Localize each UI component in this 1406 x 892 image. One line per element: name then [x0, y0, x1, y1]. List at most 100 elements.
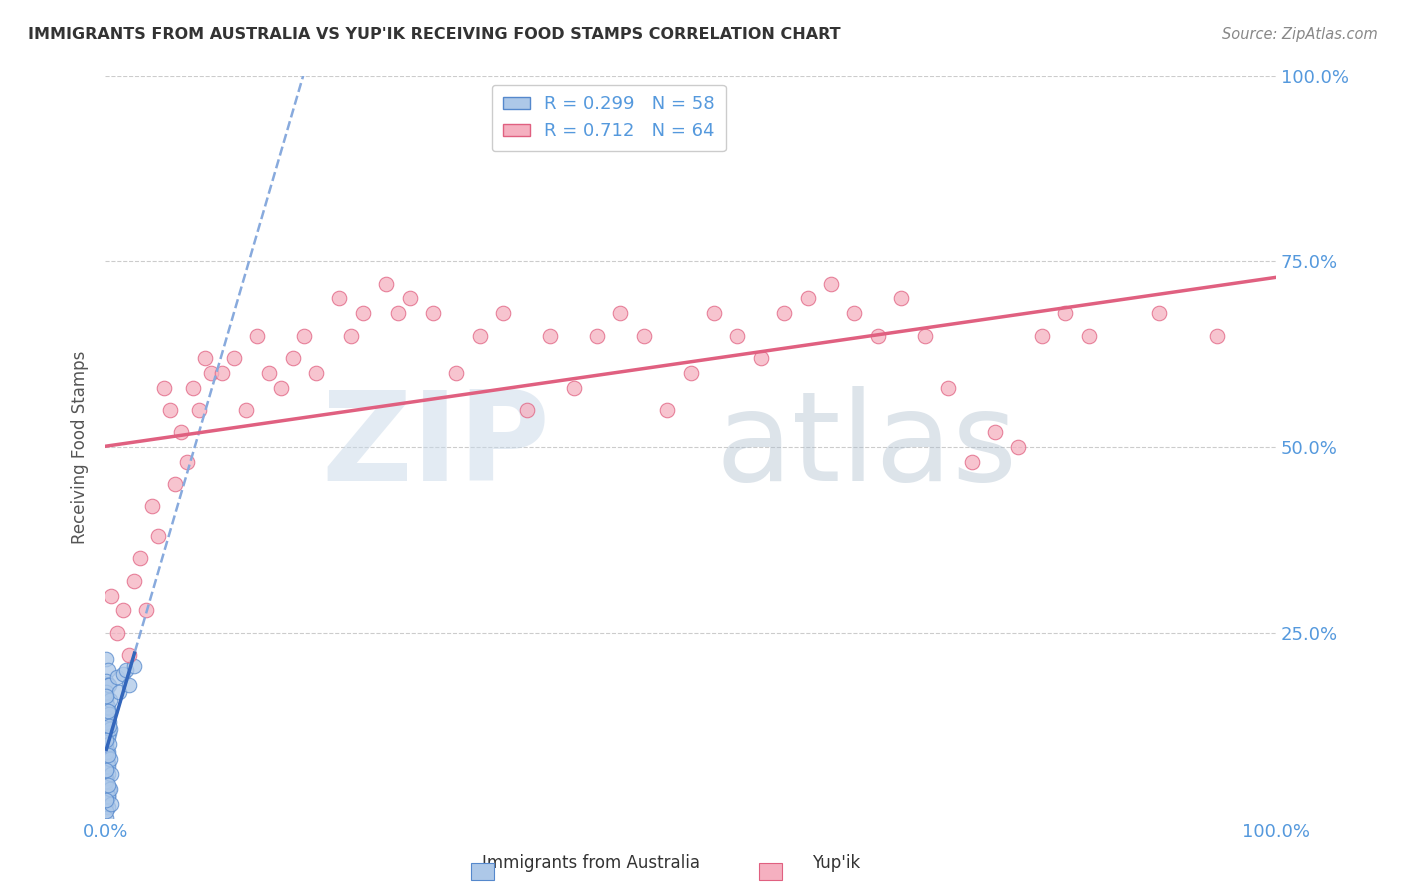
Point [170, 425, 193, 439]
Point [96, 785, 118, 799]
Point [96, 685, 118, 699]
Point [96, 737, 118, 751]
Point [422, 306, 444, 320]
Point [96, 763, 118, 777]
Point [159, 402, 181, 417]
Point [96, 714, 118, 729]
Point [135, 603, 157, 617]
Point [105, 670, 128, 684]
Point [609, 306, 631, 320]
Point [105, 625, 128, 640]
Point [97, 737, 120, 751]
Point [446, 366, 468, 380]
Point [176, 455, 198, 469]
Text: Immigrants from Australia: Immigrants from Australia [481, 855, 700, 872]
Point [124, 659, 146, 673]
Point [129, 551, 152, 566]
Point [657, 402, 679, 417]
Point [352, 306, 374, 320]
Point [96, 793, 118, 807]
Point [936, 380, 959, 394]
Text: IMMIGRANTS FROM AUSTRALIA VS YUP'IK RECEIVING FOOD STAMPS CORRELATION CHART: IMMIGRANTS FROM AUSTRALIA VS YUP'IK RECE… [28, 27, 841, 42]
Legend: R = 0.299   N = 58, R = 0.712   N = 64: R = 0.299 N = 58, R = 0.712 N = 64 [492, 85, 725, 152]
Point [1007, 440, 1029, 454]
Point [97, 707, 120, 722]
Point [890, 292, 912, 306]
Point [96, 797, 118, 811]
Point [165, 477, 187, 491]
Point [96, 678, 118, 692]
Point [96, 752, 118, 766]
Point [96, 804, 118, 818]
Point [398, 292, 420, 306]
Point [703, 306, 725, 320]
Point [96, 800, 118, 814]
Point [96, 700, 118, 714]
Point [146, 529, 169, 543]
Point [749, 351, 772, 365]
Point [328, 292, 350, 306]
Point [375, 277, 398, 291]
Point [124, 574, 146, 588]
Point [111, 603, 134, 617]
Point [960, 455, 983, 469]
Point [538, 328, 561, 343]
Point [246, 328, 269, 343]
Point [194, 351, 217, 365]
Point [98, 723, 121, 737]
Point [96, 733, 118, 747]
Point [562, 380, 585, 394]
Point [1031, 328, 1053, 343]
Point [97, 714, 120, 729]
Point [96, 696, 118, 710]
Point [96, 812, 118, 826]
Point [796, 292, 818, 306]
Point [1206, 328, 1229, 343]
Point [96, 730, 118, 744]
Point [98, 781, 121, 796]
Point [679, 366, 702, 380]
Point [96, 711, 118, 725]
Point [97, 718, 120, 732]
Point [100, 589, 122, 603]
Point [586, 328, 609, 343]
Point [96, 745, 118, 759]
Point [96, 748, 118, 763]
Point [305, 366, 328, 380]
Point [98, 692, 121, 706]
Point [96, 740, 118, 755]
Point [387, 306, 409, 320]
Point [340, 328, 363, 343]
Point [187, 402, 209, 417]
Point [281, 351, 304, 365]
Text: ZIP: ZIP [322, 386, 550, 508]
Point [235, 402, 257, 417]
Point [96, 663, 118, 677]
Text: Yup'ik: Yup'ik [813, 855, 860, 872]
Point [96, 692, 118, 706]
Point [516, 402, 538, 417]
Point [292, 328, 315, 343]
Point [96, 745, 118, 759]
Point [773, 306, 796, 320]
Point [117, 678, 139, 692]
Point [96, 707, 118, 722]
Point [914, 328, 936, 343]
Point [257, 366, 280, 380]
Point [141, 500, 163, 514]
Point [97, 678, 120, 692]
Point [844, 306, 866, 320]
Point [96, 789, 118, 804]
Text: atlas: atlas [716, 386, 1018, 508]
Point [97, 726, 120, 740]
Point [96, 774, 118, 789]
Point [96, 730, 118, 744]
Point [111, 666, 134, 681]
Point [725, 328, 748, 343]
Point [492, 306, 515, 320]
Point [200, 366, 222, 380]
Point [96, 789, 118, 804]
Point [866, 328, 889, 343]
Point [100, 797, 122, 811]
Point [117, 648, 139, 662]
